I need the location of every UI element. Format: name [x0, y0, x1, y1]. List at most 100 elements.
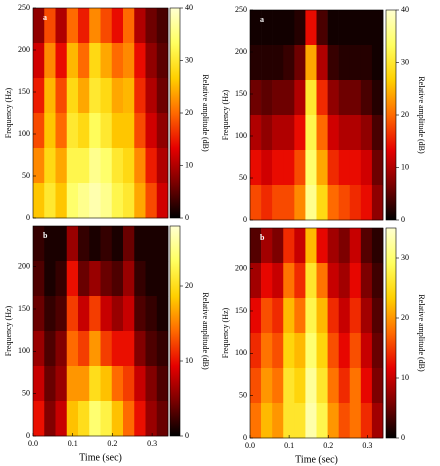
heatmap-cell: [294, 10, 306, 46]
y-tick-label: 0: [243, 215, 247, 224]
heatmap-cell: [250, 228, 262, 264]
heatmap-cell: [272, 150, 284, 186]
x-tick-label: 0.2: [107, 439, 117, 448]
heatmap-cell: [250, 10, 262, 46]
heatmap-cell: [100, 78, 113, 114]
heatmap-cell: [305, 368, 317, 404]
heatmap-cell: [156, 148, 169, 184]
y-axis-label: Frequency (Hz): [221, 307, 230, 358]
heatmap-cell: [134, 43, 146, 79]
heatmap-cell: [134, 331, 146, 367]
heatmap-cell: [78, 401, 90, 437]
colorbar-tick-label: 0: [401, 215, 405, 224]
x-tick-label: 0.0: [28, 439, 38, 448]
heatmap-cell: [55, 183, 68, 219]
heatmap-cell: [316, 228, 328, 264]
panel-label: b: [43, 231, 48, 240]
heatmap-cell: [111, 8, 124, 44]
heatmap-cell: [100, 8, 113, 44]
heatmap-cell: [349, 368, 362, 404]
heatmap-cell: [371, 150, 384, 186]
colorbar: [385, 227, 397, 439]
panel-label: b: [260, 233, 265, 242]
colorbar-label: Relative amplitude (dB): [201, 74, 210, 152]
heatmap-cell: [33, 8, 45, 44]
heatmap-cell: [134, 183, 146, 219]
heatmap-cell: [371, 333, 384, 369]
heatmap-cell: [294, 263, 306, 299]
heatmap-cell: [261, 403, 273, 439]
heatmap-cell: [100, 261, 113, 297]
heatmap-cell: [327, 10, 339, 46]
y-axis-label: Frequency (Hz): [4, 87, 13, 138]
heatmap-cell: [272, 10, 284, 46]
colorbar-tick-label: 40: [401, 5, 409, 14]
panel-label: a: [260, 15, 264, 24]
heatmap-cell: [89, 8, 101, 44]
heatmap-cell: [360, 403, 373, 439]
heatmap-cell: [294, 298, 306, 334]
heatmap-cell: [134, 296, 146, 332]
heatmap-cell: [294, 368, 306, 404]
heatmap-cell: [250, 150, 262, 186]
y-tick-label: 50: [22, 171, 30, 180]
heatmap-cell: [55, 78, 68, 114]
heatmap-cell: [305, 228, 317, 264]
heatmap-cell: [156, 296, 169, 332]
heatmap-cell: [338, 333, 351, 369]
heatmap-cell: [145, 78, 158, 114]
heatmap-cell: [111, 78, 124, 114]
heatmap-cell: [78, 148, 90, 184]
heatmap-cell: [327, 263, 339, 299]
colorbar-tick-label: 30: [185, 55, 193, 64]
heatmap-cell: [134, 113, 146, 149]
heatmap-cell: [100, 183, 113, 219]
heatmap-cell: [44, 226, 56, 262]
heatmap-cell: [327, 298, 339, 334]
y-tick-label: 150: [18, 304, 30, 313]
heatmap-cell: [338, 228, 351, 264]
heatmap-cell: [349, 115, 362, 151]
heatmap-cell: [349, 185, 362, 221]
heatmap-cell: [145, 8, 158, 44]
heatmap-cell: [134, 401, 146, 437]
heatmap-cell: [33, 261, 45, 297]
heatmap-cell: [283, 10, 295, 46]
heatmap-cell: [294, 185, 306, 221]
y-tick-label: 0: [243, 433, 247, 442]
heatmap-cell: [349, 228, 362, 264]
heatmap-cell: [89, 331, 101, 367]
heatmap-cell: [33, 296, 45, 332]
heatmap-cell: [145, 226, 158, 262]
heatmap-cell: [33, 401, 45, 437]
y-tick-label: 50: [239, 173, 247, 182]
heatmap-cell: [360, 150, 373, 186]
heatmap-cell: [283, 403, 295, 439]
heatmap-cell: [338, 403, 351, 439]
heatmap-cell: [360, 10, 373, 46]
heatmap-cell: [371, 80, 384, 116]
plot-frame: [32, 225, 169, 437]
heatmap-cell: [78, 8, 90, 44]
heatmap-cell: [316, 368, 328, 404]
heatmap-cell: [305, 10, 317, 46]
heatmap-cell: [111, 331, 124, 367]
heatmap-cell: [145, 331, 158, 367]
heatmap-cell: [294, 403, 306, 439]
heatmap-cell: [55, 226, 68, 262]
heatmap-cell: [349, 263, 362, 299]
heatmap-cell: [123, 43, 135, 79]
heatmap-cell: [44, 331, 56, 367]
heatmap-cell: [111, 261, 124, 297]
colorbar-tick-label: 10: [401, 162, 409, 171]
heatmap-cell: [371, 228, 384, 264]
heatmap-cell: [261, 228, 273, 264]
heatmap-cell: [360, 80, 373, 116]
heatmap-cell: [349, 333, 362, 369]
heatmap-cell: [371, 263, 384, 299]
heatmap-cell: [66, 113, 79, 149]
heatmap-cell: [305, 403, 317, 439]
heatmap-cell: [33, 148, 45, 184]
heatmap-cell: [134, 8, 146, 44]
heatmap-cell: [283, 333, 295, 369]
